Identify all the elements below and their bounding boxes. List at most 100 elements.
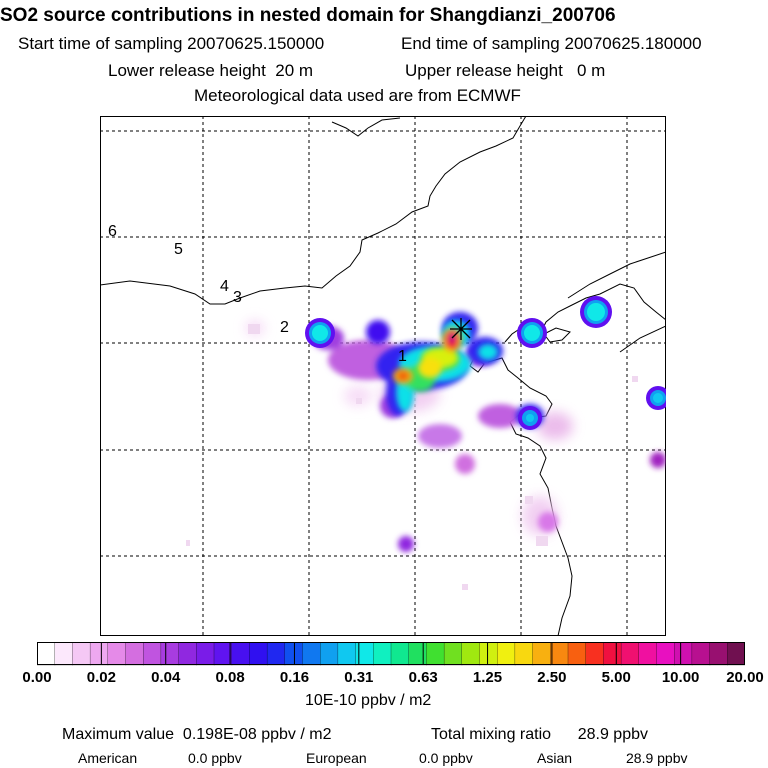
coastline [619, 325, 666, 353]
border-line [331, 117, 401, 137]
colorbar-cell [638, 642, 658, 666]
european-label: European [306, 750, 367, 766]
hotspot [646, 386, 666, 410]
colorbar-cell [656, 642, 675, 666]
colorbar-cell [709, 642, 728, 666]
maximum-value-number: 0.198E-08 ppbv / m2 [182, 726, 332, 743]
colorbar-cell [479, 642, 498, 666]
american-label: American [78, 750, 138, 766]
receptor-marker [450, 318, 472, 340]
colorbar-cell [89, 642, 109, 666]
end-time-label: End time of sampling [401, 34, 560, 53]
lower-release-height: Lower release height 20 m [108, 61, 313, 81]
colorbar-cell [178, 642, 197, 666]
contour-label: 3 [233, 289, 242, 306]
start-time-label: Start time of sampling [18, 34, 183, 53]
coastline [487, 357, 573, 636]
colorbar-tick: 10.00 [661, 669, 700, 686]
upper-release-label: Upper release height [405, 61, 563, 80]
border-line [100, 116, 527, 305]
colorbar-tick: 0.31 [344, 669, 374, 686]
colorbar-cell [125, 642, 144, 666]
colorbar-cell [620, 642, 640, 666]
colorbar-cell [443, 642, 463, 666]
contour-label: 1 [398, 348, 407, 365]
colorbar-tick: 0.02 [86, 669, 116, 686]
contour-label: 6 [108, 223, 117, 240]
colorbar-unit: 10E-10 ppbv / m2 [305, 692, 432, 709]
colorbar-cell [231, 642, 251, 666]
asian-label: Asian [537, 750, 573, 766]
contour-labels: 1 2 3 4 5 6 [108, 223, 407, 365]
start-time-value: 20070625.150000 [187, 34, 325, 53]
contour-label: 4 [220, 278, 229, 295]
colorbar-cell [390, 642, 410, 666]
colorbar-cell [461, 642, 481, 666]
colorbar-cell [213, 642, 233, 666]
colorbar-cell [249, 642, 268, 666]
hotspot [518, 406, 542, 430]
colorbar-tick: 20.00 [726, 669, 764, 686]
colorbar-cell [550, 642, 569, 666]
colorbar-cell [54, 642, 74, 666]
colorbar-cell [143, 642, 162, 666]
colorbar [37, 642, 745, 666]
speckles [186, 324, 638, 590]
colorbar-tick: 0.63 [408, 669, 438, 686]
colorbar-cell [532, 642, 551, 666]
upper-release-value: 0 m [577, 61, 606, 80]
american-value: 0.0 ppbv [188, 750, 242, 766]
map-panel: 1 2 3 4 5 6 [100, 116, 666, 636]
colorbar-cells [37, 642, 745, 666]
colorbar-cell [284, 642, 304, 666]
colorbar-frame [37, 642, 745, 665]
colorbar-cell [72, 642, 91, 666]
lower-release-label: Lower release height [108, 61, 266, 80]
isolated-hotspots [305, 296, 666, 430]
border-line [567, 251, 666, 299]
coastline [543, 327, 571, 343]
concentration-field [186, 296, 666, 590]
colorbar-cell [585, 642, 605, 666]
colorbar-cell [160, 642, 180, 666]
colorbar-cell [337, 642, 357, 666]
colorbar-cell [727, 642, 745, 666]
colorbar-cell [373, 642, 392, 666]
total-mixing-ratio-value: 28.9 ppbv [577, 726, 648, 743]
met-data-note: Meteorological data used are from ECMWF [194, 86, 521, 105]
plume-core [393, 328, 462, 384]
colorbar-cell [37, 642, 56, 666]
colorbar-cell [567, 642, 587, 666]
lower-release-value: 20 m [275, 61, 314, 80]
european-value: 0.0 ppbv [419, 750, 473, 766]
total-mixing-ratio: Total mixing ratio 28.9 ppbv [431, 726, 648, 744]
contour-label: 2 [280, 319, 289, 336]
end-time: End time of sampling 20070625.180000 [401, 34, 702, 54]
colorbar-major-ticks [100, 642, 682, 665]
upper-release-height: Upper release height 0 m [405, 61, 605, 81]
maximum-value: Maximum value 0.198E-08 ppbv / m2 [62, 726, 331, 744]
colorbar-cell [691, 642, 711, 666]
maximum-value-label: Maximum value [62, 726, 175, 743]
total-mixing-ratio-label: Total mixing ratio [431, 726, 552, 743]
colorbar-tick: 0.00 [22, 669, 52, 686]
colorbar-tick: 1.25 [472, 669, 503, 686]
colorbar-cell [603, 642, 622, 666]
asian-value: 28.9 ppbv [626, 750, 688, 766]
colorbar-cell [674, 642, 693, 666]
colorbar-cell [426, 642, 445, 666]
colorbar-cell [514, 642, 534, 666]
colorbar-tick: 0.08 [215, 669, 245, 686]
colorbar-tick: 0.16 [279, 669, 310, 686]
colorbar-cell [196, 642, 215, 666]
colorbar-cell [320, 642, 339, 666]
hotspot [305, 318, 335, 348]
boundaries [100, 116, 666, 636]
colorbar-cell [302, 642, 321, 666]
colorbar-cell [497, 642, 516, 666]
colorbar-tick: 0.04 [151, 669, 181, 686]
start-time: Start time of sampling 20070625.150000 [18, 34, 324, 54]
colorbar-tick: 5.00 [601, 669, 631, 686]
contour-label: 5 [174, 241, 183, 258]
colorbar-cell [266, 642, 286, 666]
